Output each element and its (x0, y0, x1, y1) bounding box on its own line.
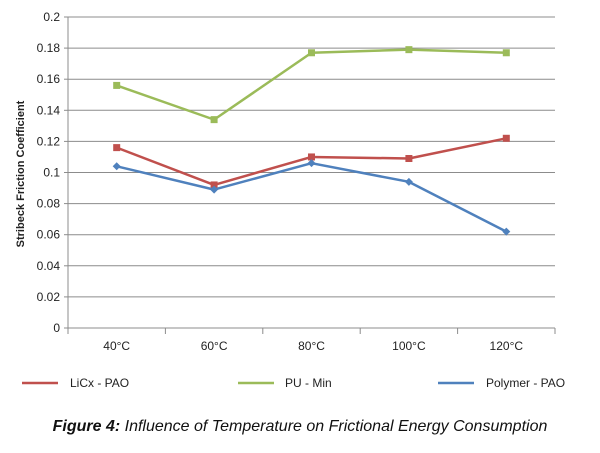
y-tick-label: 0.06 (37, 228, 61, 242)
data-point (308, 153, 315, 161)
y-tick-label: 0 (53, 321, 60, 335)
x-tick-label: 100°C (392, 339, 426, 353)
series-group (113, 46, 510, 124)
caption-label: Figure 4: (52, 418, 121, 435)
y-tick-label: 0.02 (37, 290, 61, 304)
legend-label: LiCx - PAO (70, 376, 129, 390)
series-lines (112, 46, 511, 236)
legend-label: Polymer - PAO (486, 376, 565, 390)
legend-label: PU - Min (285, 376, 332, 390)
x-tick-labels: 40°C 60°C 80°C 100°C 120°C (103, 339, 523, 353)
data-point (405, 46, 413, 54)
series-line (116, 48, 507, 121)
chart: 00.020.040.060.080.10.120.140.160.180.2 … (15, 10, 565, 390)
x-tick-label: 40°C (103, 339, 130, 353)
y-tick-label: 0.16 (37, 72, 61, 86)
x-tick-label: 120°C (490, 339, 524, 353)
legend-item: LiCx - PAO (22, 376, 129, 390)
data-point (112, 162, 121, 171)
y-tick-label: 0.12 (37, 134, 61, 148)
data-point (502, 49, 510, 57)
data-point (210, 185, 219, 194)
x-tick-label: 80°C (298, 339, 325, 353)
y-tick-label: 0.18 (37, 41, 61, 55)
series-group (113, 134, 510, 189)
x-tick-label: 60°C (201, 339, 228, 353)
series-group (112, 159, 511, 236)
gridlines (68, 16, 555, 298)
data-point (113, 144, 121, 152)
legend-item: Polymer - PAO (438, 376, 565, 390)
data-point (113, 81, 121, 89)
y-tick-label: 0.04 (37, 259, 61, 273)
legend: LiCx - PAO PU - Min Polymer - PAO (22, 376, 565, 390)
data-point (307, 159, 316, 168)
data-point (308, 49, 315, 57)
data-point (210, 181, 218, 189)
y-tick-label: 0.08 (37, 197, 61, 211)
y-tick-labels: 0 0.02 0.04 0.06 0.08 0.1 0.12 0.14 0.16 0.18 0.2 (37, 10, 61, 335)
series-line (116, 161, 507, 233)
data-point (502, 134, 510, 142)
axes (64, 16, 556, 334)
caption-text: Influence of Temperature on Frictional E… (124, 418, 548, 435)
data-point (502, 227, 511, 236)
y-tick-label: 0.14 (37, 103, 61, 117)
data-point (404, 177, 413, 186)
y-tick-label: 0.2 (43, 10, 60, 24)
legend-item: PU - Min (238, 376, 332, 390)
y-tick-label: 0.1 (43, 166, 60, 180)
data-point (210, 116, 218, 124)
data-point (405, 155, 413, 163)
y-axis-label: Stribeck Friction Coefficient (15, 100, 27, 247)
figure-caption: Figure 4: Influence of Temperature on Fr… (0, 418, 600, 436)
